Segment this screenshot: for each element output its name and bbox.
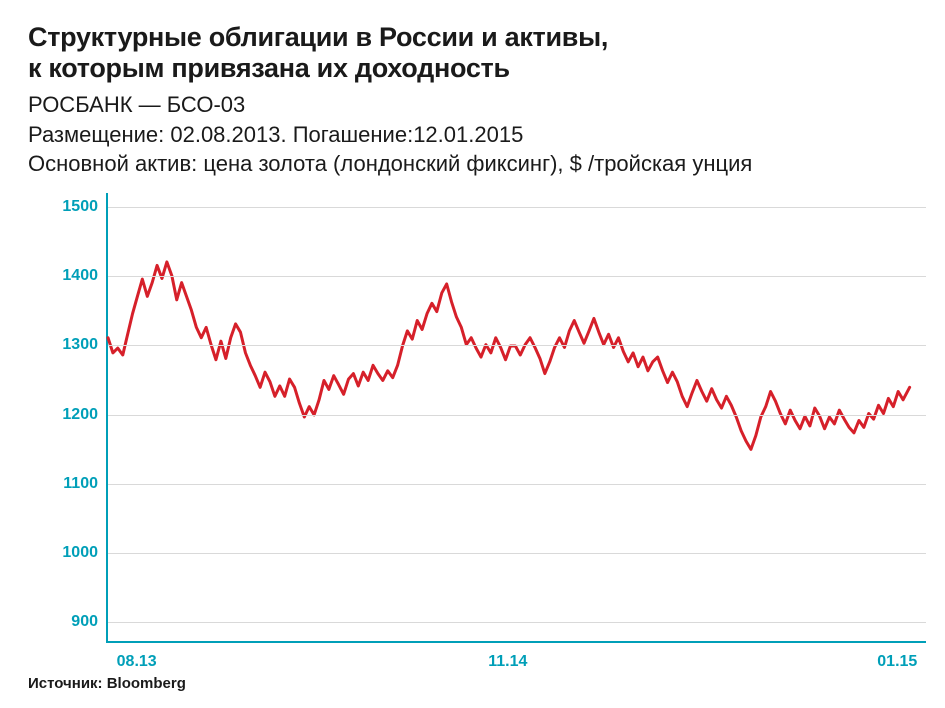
y-tick-label: 1500 — [62, 198, 98, 216]
y-tick-label: 1100 — [63, 475, 98, 493]
x-tick-label: 11.14 — [488, 653, 527, 671]
title-line-1: Структурные облигации в России и активы, — [28, 22, 608, 52]
chart-container: 900 1000 1100 1200 1300 1400 1500 08.13 11.14 01… — [46, 193, 926, 673]
gridline — [108, 553, 926, 554]
x-tick-label: 08.13 — [117, 653, 157, 671]
gridline — [108, 622, 926, 623]
gridline — [108, 345, 926, 346]
subtitle-dates: Размещение: 02.08.2013. Погашение:12.01.… — [28, 120, 917, 150]
gridline — [108, 276, 926, 277]
y-axis-labels: 900 1000 1100 1200 1300 1400 1500 — [44, 193, 98, 673]
y-tick-label: 1300 — [62, 336, 98, 354]
subtitle-issuer: РОСБАНК — БСО-03 — [28, 90, 917, 120]
source-attribution: Источник: Bloomberg — [28, 675, 186, 692]
y-tick-label: 900 — [71, 613, 98, 631]
x-axis-labels: 08.13 11.14 01.15 — [106, 649, 926, 673]
chart-title: Структурные облигации в России и активы,… — [28, 22, 917, 84]
gridline — [108, 484, 926, 485]
title-line-2: к которым привязана их доходность — [28, 53, 510, 83]
y-tick-label: 1200 — [62, 406, 98, 424]
line-series — [108, 193, 926, 641]
subtitle-asset: Основной актив: цена золота (лондонский … — [28, 149, 917, 179]
plot-area — [106, 193, 926, 643]
y-tick-label: 1400 — [62, 267, 98, 285]
x-tick-label: 01.15 — [877, 653, 917, 671]
y-tick-label: 1000 — [62, 544, 98, 562]
gridline — [108, 207, 926, 208]
gridline — [108, 415, 926, 416]
